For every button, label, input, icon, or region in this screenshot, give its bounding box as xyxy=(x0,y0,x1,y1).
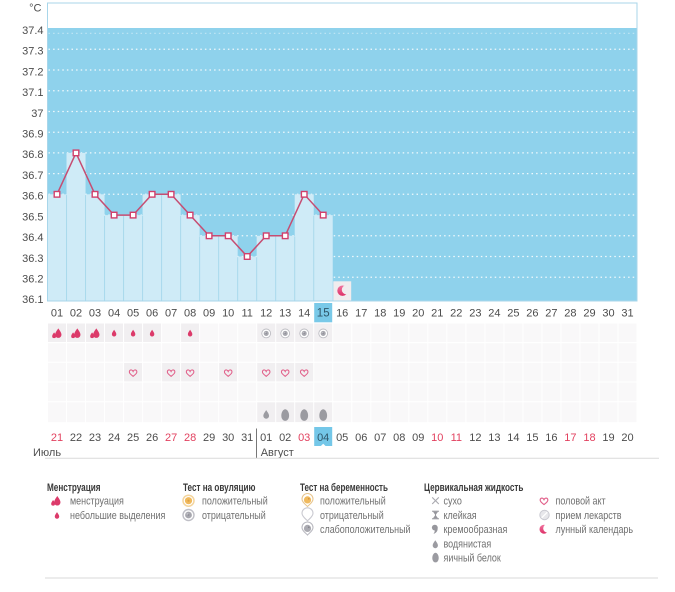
svg-text:клейкая: клейкая xyxy=(444,510,477,522)
svg-text:31: 31 xyxy=(241,432,253,444)
svg-text:Август: Август xyxy=(261,447,294,459)
svg-text:12: 12 xyxy=(469,432,481,444)
svg-text:13: 13 xyxy=(279,308,291,320)
svg-text:Тест на овуляцию: Тест на овуляцию xyxy=(183,482,255,495)
svg-text:18: 18 xyxy=(583,432,595,444)
svg-text:09: 09 xyxy=(203,308,215,320)
svg-text:25: 25 xyxy=(127,432,139,444)
svg-text:36.4: 36.4 xyxy=(22,232,43,244)
svg-text:°C: °C xyxy=(29,3,41,15)
svg-text:19: 19 xyxy=(393,308,405,320)
svg-text:Менструация: Менструация xyxy=(47,482,101,494)
svg-text:23: 23 xyxy=(469,308,481,320)
svg-text:21: 21 xyxy=(51,432,63,444)
svg-text:36.7: 36.7 xyxy=(22,170,43,182)
svg-text:положительный: положительный xyxy=(202,496,268,508)
svg-text:27: 27 xyxy=(545,308,557,320)
svg-text:сухо: сухо xyxy=(444,496,463,508)
svg-text:36.6: 36.6 xyxy=(22,191,43,203)
svg-text:36.9: 36.9 xyxy=(22,129,43,141)
svg-text:лунный календарь: лунный календарь xyxy=(556,524,634,536)
svg-text:01: 01 xyxy=(260,432,272,444)
svg-text:24: 24 xyxy=(108,432,120,444)
svg-text:Тест на беременность: Тест на беременность xyxy=(300,482,388,495)
svg-text:12: 12 xyxy=(260,308,272,320)
svg-text:13: 13 xyxy=(488,432,500,444)
svg-text:25: 25 xyxy=(507,308,519,320)
svg-text:06: 06 xyxy=(146,308,158,320)
svg-text:22: 22 xyxy=(70,432,82,444)
svg-text:04: 04 xyxy=(317,432,329,444)
svg-text:37.2: 37.2 xyxy=(22,66,43,78)
svg-text:31: 31 xyxy=(621,308,633,320)
svg-text:37.1: 37.1 xyxy=(22,87,43,99)
svg-text:27: 27 xyxy=(165,432,177,444)
svg-text:37.4: 37.4 xyxy=(22,25,43,37)
svg-text:05: 05 xyxy=(127,308,139,320)
svg-text:прием лекарств: прием лекарств xyxy=(556,510,622,522)
svg-text:26: 26 xyxy=(146,432,158,444)
svg-text:37: 37 xyxy=(31,108,43,120)
svg-text:02: 02 xyxy=(279,432,291,444)
svg-text:36.1: 36.1 xyxy=(22,294,43,306)
svg-text:08: 08 xyxy=(393,432,405,444)
svg-text:20: 20 xyxy=(621,432,633,444)
svg-text:28: 28 xyxy=(564,308,576,320)
svg-text:26: 26 xyxy=(526,308,538,320)
svg-text:16: 16 xyxy=(336,308,348,320)
svg-text:19: 19 xyxy=(602,432,614,444)
svg-text:03: 03 xyxy=(89,308,101,320)
svg-text:28: 28 xyxy=(184,432,196,444)
svg-text:05: 05 xyxy=(336,432,348,444)
svg-text:06: 06 xyxy=(355,432,367,444)
svg-text:04: 04 xyxy=(108,308,120,320)
svg-text:17: 17 xyxy=(564,432,576,444)
svg-text:положительный: положительный xyxy=(320,496,386,508)
svg-text:22: 22 xyxy=(450,308,462,320)
svg-text:10: 10 xyxy=(222,308,234,320)
svg-text:02: 02 xyxy=(70,308,82,320)
svg-text:небольшие выделения: небольшие выделения xyxy=(70,509,165,522)
svg-text:отрицательный: отрицательный xyxy=(202,510,266,522)
svg-text:36.3: 36.3 xyxy=(22,253,43,265)
svg-text:36.2: 36.2 xyxy=(22,274,43,286)
svg-text:отрицательный: отрицательный xyxy=(320,510,384,522)
svg-text:17: 17 xyxy=(355,308,367,320)
svg-text:Цервикальная жидкость: Цервикальная жидкость xyxy=(424,482,523,494)
svg-text:37.3: 37.3 xyxy=(22,46,43,58)
svg-text:09: 09 xyxy=(412,432,424,444)
svg-text:30: 30 xyxy=(602,308,614,320)
svg-text:11: 11 xyxy=(451,432,462,444)
svg-text:кремообразная: кремообразная xyxy=(444,523,508,536)
svg-text:10: 10 xyxy=(431,432,443,444)
svg-text:01: 01 xyxy=(51,308,63,320)
svg-text:30: 30 xyxy=(222,432,234,444)
svg-text:21: 21 xyxy=(431,308,443,320)
svg-text:29: 29 xyxy=(583,308,595,320)
svg-text:15: 15 xyxy=(317,308,330,320)
svg-text:яичный белок: яичный белок xyxy=(444,552,502,565)
svg-text:07: 07 xyxy=(165,308,177,320)
svg-text:слабоположительный: слабоположительный xyxy=(320,523,411,536)
svg-text:11: 11 xyxy=(241,308,252,320)
svg-text:14: 14 xyxy=(298,308,310,320)
svg-text:24: 24 xyxy=(488,308,500,320)
svg-text:29: 29 xyxy=(203,432,215,444)
svg-text:менструация: менструация xyxy=(70,496,124,508)
svg-text:18: 18 xyxy=(374,308,386,320)
svg-text:36.5: 36.5 xyxy=(22,211,43,223)
svg-text:половой акт: половой акт xyxy=(556,496,606,508)
svg-text:водянистая: водянистая xyxy=(444,539,492,551)
svg-text:08: 08 xyxy=(184,308,196,320)
svg-text:15: 15 xyxy=(526,432,538,444)
svg-text:03: 03 xyxy=(298,432,310,444)
svg-text:36.8: 36.8 xyxy=(22,149,43,161)
svg-text:23: 23 xyxy=(89,432,101,444)
svg-text:20: 20 xyxy=(412,308,424,320)
svg-text:16: 16 xyxy=(545,432,557,444)
svg-text:07: 07 xyxy=(374,432,386,444)
svg-text:14: 14 xyxy=(507,432,519,444)
svg-text:Июль: Июль xyxy=(33,447,61,459)
